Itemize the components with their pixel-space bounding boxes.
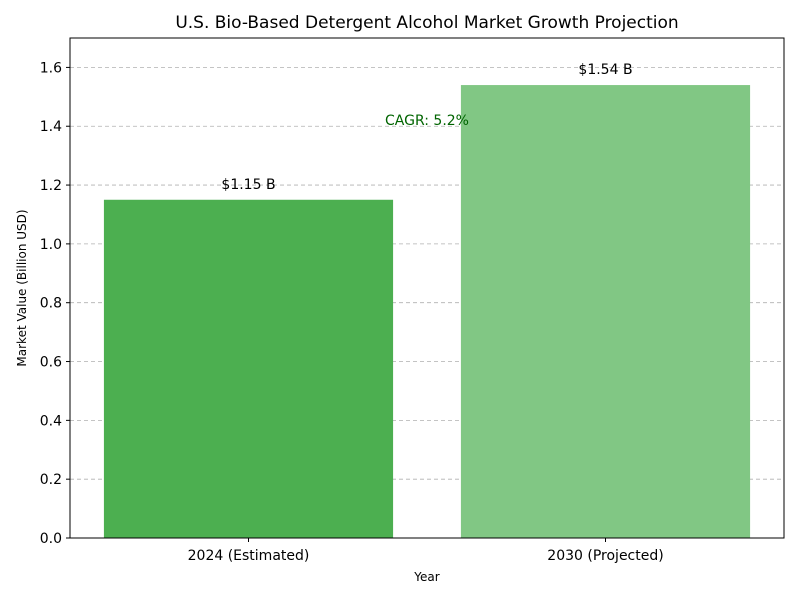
y-tick-label: 0.4 xyxy=(40,413,62,429)
y-tick-label: 0.8 xyxy=(40,296,62,312)
y-tick-label: 1.4 xyxy=(40,119,62,135)
cagr-annotation: CAGR: 5.2% xyxy=(385,113,469,129)
y-tick-label: 1.6 xyxy=(40,60,62,76)
y-tick-label: 0.2 xyxy=(40,472,62,488)
x-axis-ticks: 2024 (Estimated) 2030 (Projected) xyxy=(188,538,664,564)
y-axis-ticks: 0.0 0.2 0.4 0.6 0.8 1.0 1.2 1.4 1.6 xyxy=(40,60,70,547)
y-axis-label: Market Value (Billion USD) xyxy=(15,209,29,366)
bar-data-label: $1.54 B xyxy=(578,62,632,78)
y-tick-label: 0.6 xyxy=(40,355,62,371)
plot-frame xyxy=(69,37,785,539)
bar xyxy=(460,85,751,538)
bar xyxy=(103,199,394,538)
chart-title: U.S. Bio-Based Detergent Alcohol Market … xyxy=(175,13,678,33)
bar-data-label: $1.15 B xyxy=(221,177,275,193)
y-tick-label: 0.0 xyxy=(40,531,62,547)
y-tick-label: 1.2 xyxy=(40,178,62,194)
x-tick-label: 2030 (Projected) xyxy=(547,548,663,564)
y-tick-label: 1.0 xyxy=(40,237,62,253)
x-tick-label: 2024 (Estimated) xyxy=(188,548,310,564)
data-labels: $1.15 B $1.54 B xyxy=(221,62,632,193)
bars xyxy=(103,85,751,538)
x-axis-label: Year xyxy=(413,570,439,584)
